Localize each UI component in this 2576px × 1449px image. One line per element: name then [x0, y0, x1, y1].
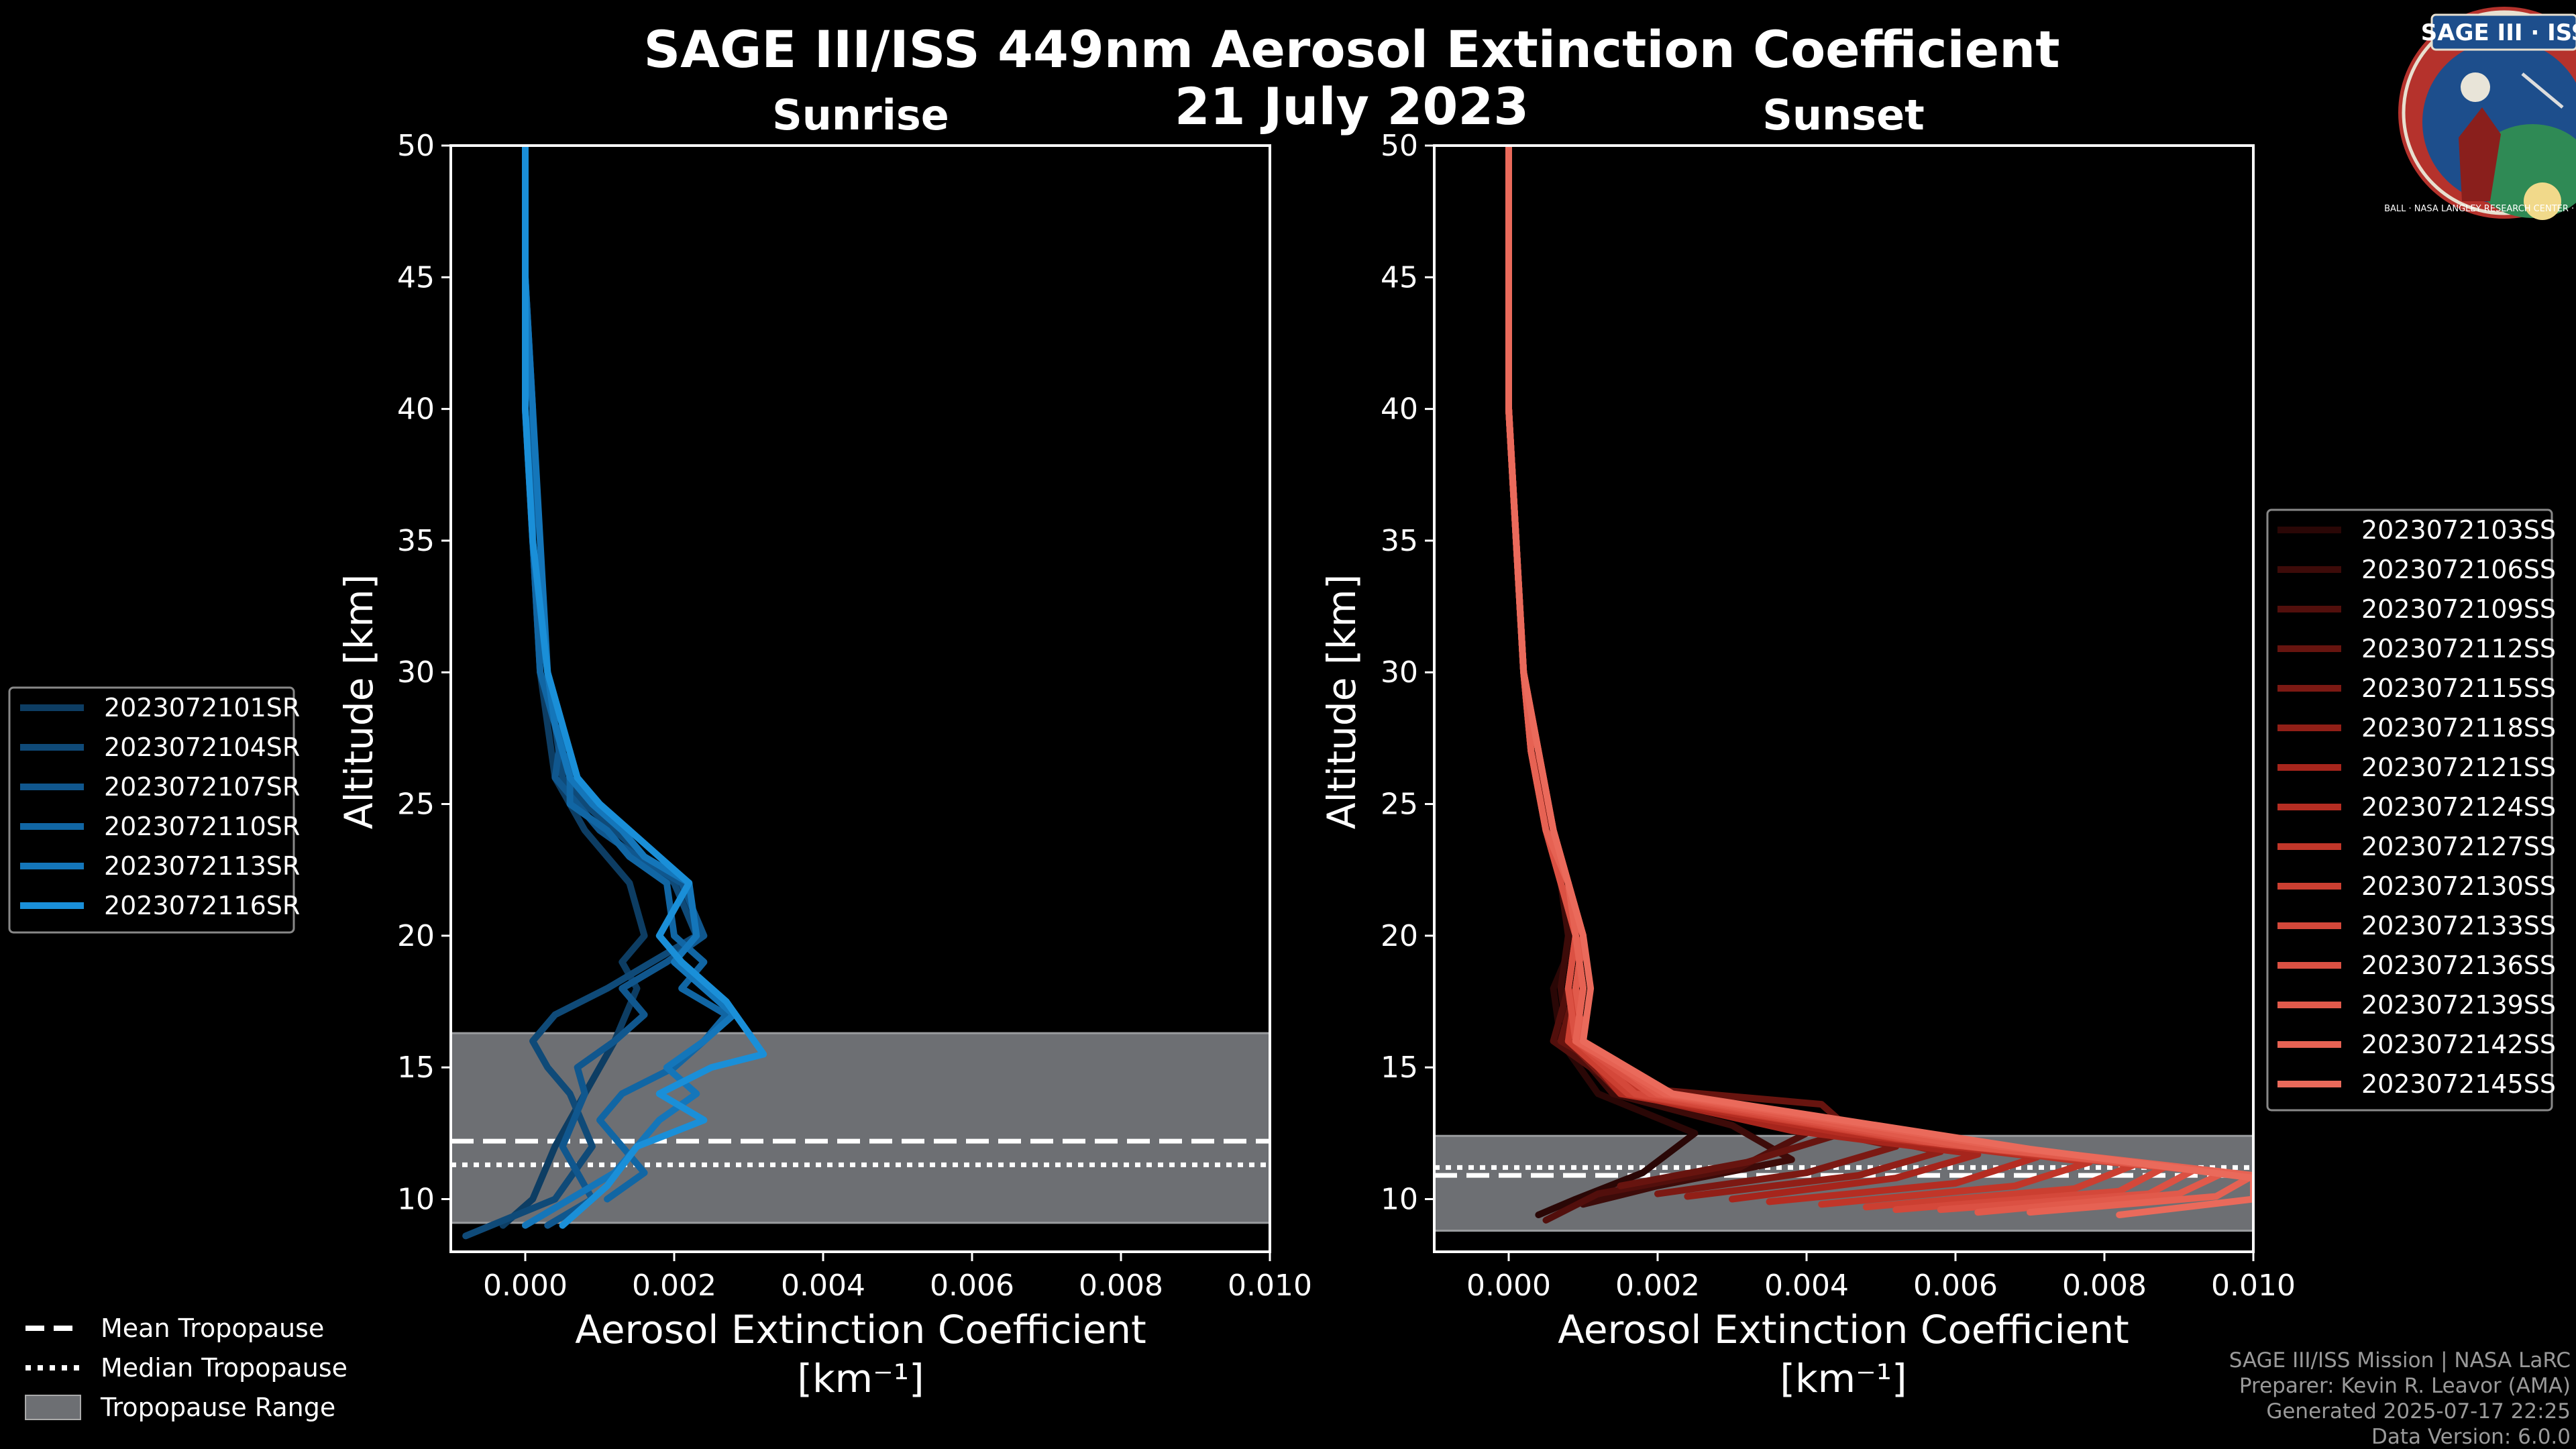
tropopause-range-label: Tropopause Range — [100, 1393, 335, 1422]
credit-line-2: Preparer: Kevin R. Leavor (AMA) — [2239, 1374, 2571, 1398]
sunrise-x-tick-label: 0.002 — [632, 1269, 716, 1303]
sunset-x-axis-unit: [km⁻¹] — [1780, 1356, 1907, 1401]
logo-station — [2521, 72, 2564, 109]
sunset-legend-frame — [2266, 508, 2553, 1112]
legend-label-2023072142SS: 2023072142SS — [2361, 1030, 2556, 1059]
logo-moon — [2461, 72, 2490, 102]
sunrise-legend: 2023072101SR 2023072104SR 2023072107SR 2023… — [8, 686, 300, 934]
credit-line-3: Generated 2025-07-17 22:25 — [2266, 1399, 2571, 1424]
legend-label-2023072104SR: 2023072104SR — [104, 733, 300, 762]
sunrise-y-tick-label: 40 — [397, 392, 435, 427]
sunset-y-tick-label: 35 — [1381, 524, 1418, 558]
legend-label-2023072139SS: 2023072139SS — [2361, 990, 2556, 1020]
sunrise-x-axis-unit: [km⁻¹] — [797, 1356, 924, 1401]
legend-label-2023072107SR: 2023072107SR — [104, 772, 300, 802]
logo-sun — [2524, 182, 2561, 220]
mean-tropopause-label: Mean Tropopause — [101, 1313, 324, 1343]
logo-text: SAGE III · ISS — [2421, 19, 2576, 46]
series-2023072109SS — [1505, 146, 1810, 1224]
sunrise-y-tick-label: 25 — [397, 788, 435, 822]
series-2023072145SS — [1505, 146, 2253, 1218]
sunset-x-tick-label: 0.010 — [2211, 1269, 2296, 1303]
sunset-plot-frame — [1433, 144, 2255, 1253]
sunset-legend: 2023072103SS 2023072106SS 2023072109SS 2023… — [2266, 508, 2556, 1112]
sunset-y-tick-label: 25 — [1381, 788, 1418, 822]
sunrise-panel-title: Sunrise — [772, 91, 949, 140]
sunrise-y-tick-label: 30 — [397, 655, 435, 690]
legend-label-2023072112SS: 2023072112SS — [2361, 634, 2556, 663]
series-2023072106SS — [1505, 146, 1795, 1208]
sunrise-x-tick-label: 0.006 — [930, 1269, 1014, 1303]
series-2023072136SS — [1505, 146, 2198, 1214]
credit-line-1: SAGE III/ISS Mission | NASA LaRC — [2229, 1348, 2571, 1373]
sunset-x-axis-label: Aerosol Extinction Coefficient — [1558, 1307, 2129, 1352]
logo-outer-border — [2402, 10, 2576, 215]
sunrise-y-tick-label: 10 — [397, 1182, 435, 1216]
main-subtitle-date: 21 July 2023 — [1175, 76, 1529, 136]
sunset-x-tick-label: 0.002 — [1615, 1269, 1700, 1303]
sunrise-y-tick-label: 15 — [397, 1051, 435, 1085]
logo-banner — [2430, 13, 2576, 51]
sunset-y-axis-label: Altitude [km] — [1319, 574, 1364, 829]
legend-label-2023072124SS: 2023072124SS — [2361, 792, 2556, 822]
sunrise-panel: Sunrise Altitude [km] Aerosol Extinction… — [336, 91, 1312, 1401]
tropopause-range-swatch — [25, 1395, 81, 1420]
sunset-y-tick-label: 40 — [1381, 392, 1418, 427]
series-2023072133SS — [1505, 146, 2167, 1214]
sunset-y-tick-label: 45 — [1381, 260, 1418, 294]
legend-label-2023072110SR: 2023072110SR — [104, 812, 300, 841]
legend-label-2023072106SS: 2023072106SS — [2361, 555, 2556, 584]
sunset-x-tick-label: 0.008 — [2062, 1269, 2147, 1303]
sunset-x-tick-label: 0.000 — [1466, 1269, 1551, 1303]
sunrise-y-tick-label: 20 — [397, 919, 435, 953]
sunset-y-tick-label: 30 — [1381, 655, 1418, 690]
sunrise-x-axis-label: Aerosol Extinction Coefficient — [575, 1307, 1146, 1352]
legend-label-2023072121SS: 2023072121SS — [2361, 753, 2556, 782]
sunset-x-tick-label: 0.004 — [1764, 1269, 1849, 1303]
sunrise-plot-frame — [449, 144, 1271, 1253]
legend-label-2023072115SS: 2023072115SS — [2361, 674, 2556, 703]
legend-label-2023072127SS: 2023072127SS — [2361, 832, 2556, 861]
legend-label-2023072133SS: 2023072133SS — [2361, 911, 2556, 941]
series-2023072139SS — [1505, 146, 2227, 1216]
sunrise-x-tick-label: 0.008 — [1079, 1269, 1163, 1303]
sunset-panel: Sunset Altitude [km] Aerosol Extinction … — [1319, 91, 2296, 1401]
legend-label-2023072101SR: 2023072101SR — [104, 693, 300, 722]
legend-label-2023072109SS: 2023072109SS — [2361, 594, 2556, 624]
sunset-y-tick-label: 15 — [1381, 1051, 1418, 1085]
sunrise-x-tick-label: 0.000 — [483, 1269, 568, 1303]
series-2023072142SS — [1505, 146, 2253, 1216]
sunrise-y-tick-label: 35 — [397, 524, 435, 558]
legend-label-2023072136SS: 2023072136SS — [2361, 951, 2556, 980]
credit-line-4: Data Version: 6.0.0 — [2371, 1425, 2571, 1449]
series-2023072130SS — [1505, 146, 2138, 1211]
sunset-x-tick-label: 0.006 — [1913, 1269, 1998, 1303]
credits: SAGE III/ISS Mission | NASA LaRC Prepare… — [2229, 1348, 2571, 1449]
median-tropopause-label: Median Tropopause — [101, 1353, 347, 1383]
sunrise-y-tick-label: 45 — [397, 260, 435, 294]
legend-label-2023072130SS: 2023072130SS — [2361, 871, 2556, 901]
legend-label-2023072145SS: 2023072145SS — [2361, 1069, 2556, 1099]
sunset-panel-title: Sunset — [1762, 91, 1925, 140]
sage-iii-iss-logo: SAGE III · ISS — [2398, 7, 2576, 220]
sunrise-y-tick-label: 50 — [397, 129, 435, 163]
legend-label-2023072116SR: 2023072116SR — [104, 891, 300, 920]
sunset-y-tick-label: 20 — [1381, 919, 1418, 953]
tropopause-legend: Mean Tropopause Median Tropopause Tropop… — [25, 1313, 347, 1422]
sunrise-x-tick-label: 0.010 — [1228, 1269, 1312, 1303]
logo-figure — [2459, 107, 2501, 201]
sunset-y-tick-label: 50 — [1381, 129, 1418, 163]
series-2023072116SR — [522, 146, 767, 1229]
legend-label-2023072103SS: 2023072103SS — [2361, 515, 2556, 545]
sunset-y-tick-label: 10 — [1381, 1182, 1418, 1216]
legend-label-2023072113SR: 2023072113SR — [104, 851, 300, 881]
sunrise-y-axis-label: Altitude [km] — [336, 574, 382, 829]
logo-ring-text: BALL · NASA LANGLEY RESEARCH CENTER · TA… — [2384, 204, 2576, 214]
legend-label-2023072118SS: 2023072118SS — [2361, 713, 2556, 743]
main-title: SAGE III/ISS 449nm Aerosol Extinction Co… — [643, 19, 2059, 79]
sunrise-x-tick-label: 0.004 — [781, 1269, 865, 1303]
